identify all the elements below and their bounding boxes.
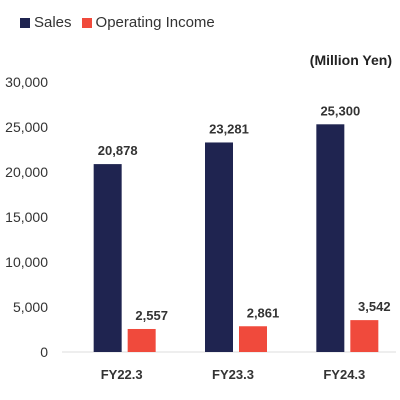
bar-sales (93, 164, 122, 352)
x-tick-label: FY24.3 (323, 367, 365, 382)
data-label-operating-income: 2,557 (135, 308, 168, 323)
bar-sales (205, 142, 233, 352)
data-label-sales: 23,281 (209, 121, 249, 136)
bar-operating-income (350, 320, 379, 352)
legend-label-operating-income: Operating Income (95, 14, 215, 31)
legend-swatch-sales (20, 17, 30, 28)
data-label-sales: 20,878 (98, 143, 138, 158)
data-label-operating-income: 2,861 (247, 305, 280, 320)
legend-swatch-operating-income (81, 17, 92, 28)
x-tick-label: FY22.3 (101, 367, 143, 382)
legend-item-operating-income: Operating Income (81, 14, 215, 31)
y-tick-label: 30,000 (5, 74, 48, 90)
data-label-sales: 25,300 (320, 103, 360, 118)
y-tick-label: 15,000 (5, 209, 48, 225)
data-label-operating-income: 3,542 (358, 299, 391, 314)
y-tick-label: 25,000 (5, 119, 48, 135)
legend-item-sales: Sales (20, 14, 72, 31)
bar-operating-income (127, 328, 156, 352)
y-tick-label: 0 (40, 344, 48, 360)
bar-operating-income (239, 326, 267, 352)
y-tick-label: 10,000 (5, 254, 48, 270)
legend-label-sales: Sales (34, 14, 72, 31)
unit-label: (Million Yen) (309, 52, 392, 68)
bar-sales (316, 124, 345, 352)
y-tick-label: 20,000 (5, 164, 48, 180)
chart-legend: Sales Operating Income (20, 14, 225, 31)
x-tick-label: FY23.3 (212, 367, 254, 382)
y-tick-label: 5,000 (13, 299, 48, 315)
